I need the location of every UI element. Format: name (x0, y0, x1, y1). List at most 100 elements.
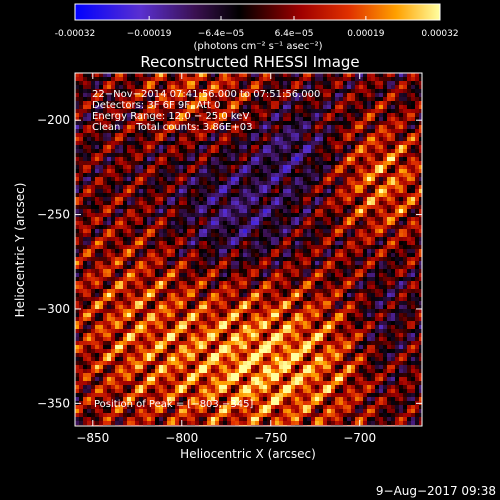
heatmap-cell (411, 137, 416, 142)
heatmap-cell (175, 85, 180, 90)
heatmap-cell (391, 233, 396, 238)
heatmap-cell (387, 241, 392, 246)
heatmap-cell (219, 205, 224, 210)
heatmap-cell (371, 277, 376, 282)
heatmap-cell (263, 293, 268, 298)
heatmap-cell (387, 285, 392, 290)
heatmap-cell (211, 153, 216, 158)
heatmap-cell (111, 189, 116, 194)
heatmap-cell (299, 197, 304, 202)
heatmap-cell (379, 237, 384, 242)
heatmap-cell (251, 97, 256, 102)
heatmap-cell (335, 157, 340, 162)
heatmap-cell (211, 137, 216, 142)
heatmap-cell (303, 289, 308, 294)
heatmap-cell (183, 149, 188, 154)
heatmap-cell (403, 149, 408, 154)
heatmap-cell (83, 161, 88, 166)
heatmap-cell (303, 261, 308, 266)
heatmap-cell (199, 117, 204, 122)
heatmap-cell (387, 225, 392, 230)
heatmap-cell (87, 213, 92, 218)
heatmap-cell (271, 289, 276, 294)
heatmap-cell (399, 257, 404, 262)
heatmap-cell (151, 297, 156, 302)
heatmap-cell (303, 233, 308, 238)
heatmap-cell (251, 233, 256, 238)
heatmap-cell (215, 85, 220, 90)
heatmap-cell (415, 73, 420, 78)
heatmap-cell (159, 181, 164, 186)
heatmap-cell (207, 197, 212, 202)
heatmap-cell (283, 265, 288, 270)
heatmap-cell (211, 97, 216, 102)
heatmap-cell (363, 149, 368, 154)
heatmap-cell (131, 161, 136, 166)
heatmap-cell (279, 117, 284, 122)
heatmap-cell (163, 217, 168, 222)
heatmap-cell (367, 289, 372, 294)
heatmap-cell (187, 189, 192, 194)
heatmap-cell (299, 121, 304, 126)
heatmap-cell (135, 97, 140, 102)
heatmap-cell (223, 225, 228, 230)
heatmap-cell (391, 265, 396, 270)
heatmap-cell (279, 241, 284, 246)
heatmap-cell (355, 181, 360, 186)
heatmap-cell (199, 105, 204, 110)
heatmap-cell (143, 149, 148, 154)
heatmap-cell (83, 165, 88, 170)
heatmap-cell (315, 113, 320, 118)
heatmap-cell (391, 229, 396, 234)
heatmap-cell (271, 169, 276, 174)
heatmap-cell (291, 97, 296, 102)
heatmap-cell (331, 133, 336, 138)
heatmap-cell (375, 105, 380, 110)
heatmap-cell (163, 85, 168, 90)
heatmap-cell (391, 97, 396, 102)
heatmap-cell (331, 129, 336, 134)
heatmap-cell (151, 153, 156, 158)
heatmap-cell (183, 165, 188, 170)
heatmap-cell (219, 133, 224, 138)
heatmap-cell (191, 121, 196, 126)
heatmap-cell (415, 213, 420, 218)
heatmap-cell (275, 153, 280, 158)
heatmap-cell (399, 73, 404, 78)
heatmap-cell (415, 77, 420, 82)
heatmap-cell (391, 261, 396, 266)
heatmap-cell (343, 157, 348, 162)
heatmap-cell (243, 209, 248, 214)
heatmap-cell (379, 129, 384, 134)
heatmap-cell (267, 209, 272, 214)
heatmap-cell (327, 153, 332, 158)
heatmap-cell (247, 165, 252, 170)
heatmap-cell (315, 261, 320, 266)
heatmap-cell (323, 93, 328, 98)
heatmap-cell (415, 141, 420, 146)
heatmap-cell (259, 293, 264, 298)
heatmap-cell (223, 193, 228, 198)
heatmap-cell (351, 81, 356, 86)
heatmap-cell (319, 177, 324, 182)
heatmap-cell (411, 257, 416, 262)
heatmap-cell (79, 81, 84, 86)
heatmap-cell (315, 149, 320, 154)
heatmap-cell (299, 185, 304, 190)
heatmap-cell (75, 113, 80, 118)
heatmap-cell (155, 149, 160, 154)
heatmap-cell (391, 149, 396, 154)
heatmap-cell (363, 281, 368, 286)
heatmap-cell (411, 233, 416, 238)
heatmap-cell (171, 289, 176, 294)
heatmap-cell (111, 265, 116, 270)
heatmap-cell (391, 93, 396, 98)
heatmap-cell (163, 201, 168, 206)
heatmap-cell (207, 81, 212, 86)
heatmap-cell (367, 173, 372, 178)
heatmap-cell (331, 85, 336, 90)
heatmap-cell (207, 161, 212, 166)
heatmap-cell (131, 297, 136, 302)
heatmap-cell (179, 161, 184, 166)
heatmap-cell (83, 101, 88, 106)
